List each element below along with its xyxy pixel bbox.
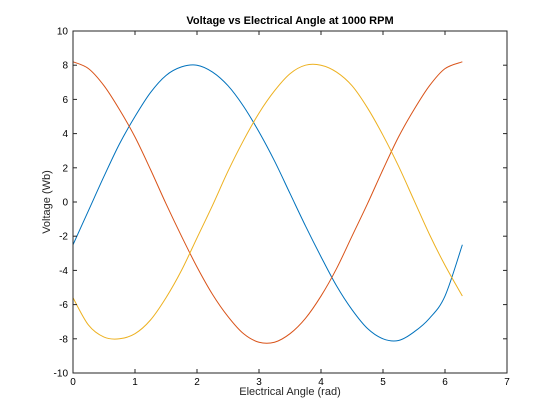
chart-title: Voltage vs Electrical Angle at 1000 RPM xyxy=(186,15,393,27)
y-tick-label: 0 xyxy=(62,198,68,209)
x-tick-label: 2 xyxy=(194,377,200,388)
y-tick-label: -8 xyxy=(59,334,68,345)
y-tick-label: -10 xyxy=(54,369,69,380)
x-tick-label: 3 xyxy=(256,377,262,388)
series-layer xyxy=(72,61,463,344)
y-tick-label: -4 xyxy=(59,266,68,277)
y-tick-label: 6 xyxy=(62,95,68,106)
y-tick-label: 4 xyxy=(62,129,68,140)
y-tick-label: 10 xyxy=(57,27,69,38)
x-tick-label: 1 xyxy=(132,377,138,388)
x-tick-label: 4 xyxy=(318,377,324,388)
x-axis-ticks: 0 1 2 3 4 5 6 7 xyxy=(70,31,510,388)
y-tick-label: -2 xyxy=(59,232,68,243)
series-1-line xyxy=(72,64,463,342)
x-tick-label: 7 xyxy=(504,377,510,388)
x-tick-label: 5 xyxy=(380,377,386,388)
y-axis-ticks: -10 -8 -6 -4 -2 0 2 4 6 8 10 xyxy=(54,27,507,380)
x-tick-label: 6 xyxy=(442,377,448,388)
x-axis-label: Electrical Angle (rad) xyxy=(239,386,341,398)
x-tick-label: 0 xyxy=(70,377,76,388)
series-3-line xyxy=(72,63,463,340)
y-tick-label: -6 xyxy=(59,300,68,311)
series-2-line xyxy=(72,61,463,344)
y-axis-label: Voltage (Wb) xyxy=(41,170,53,234)
y-tick-label: 2 xyxy=(62,163,68,174)
y-tick-label: 8 xyxy=(62,61,68,72)
